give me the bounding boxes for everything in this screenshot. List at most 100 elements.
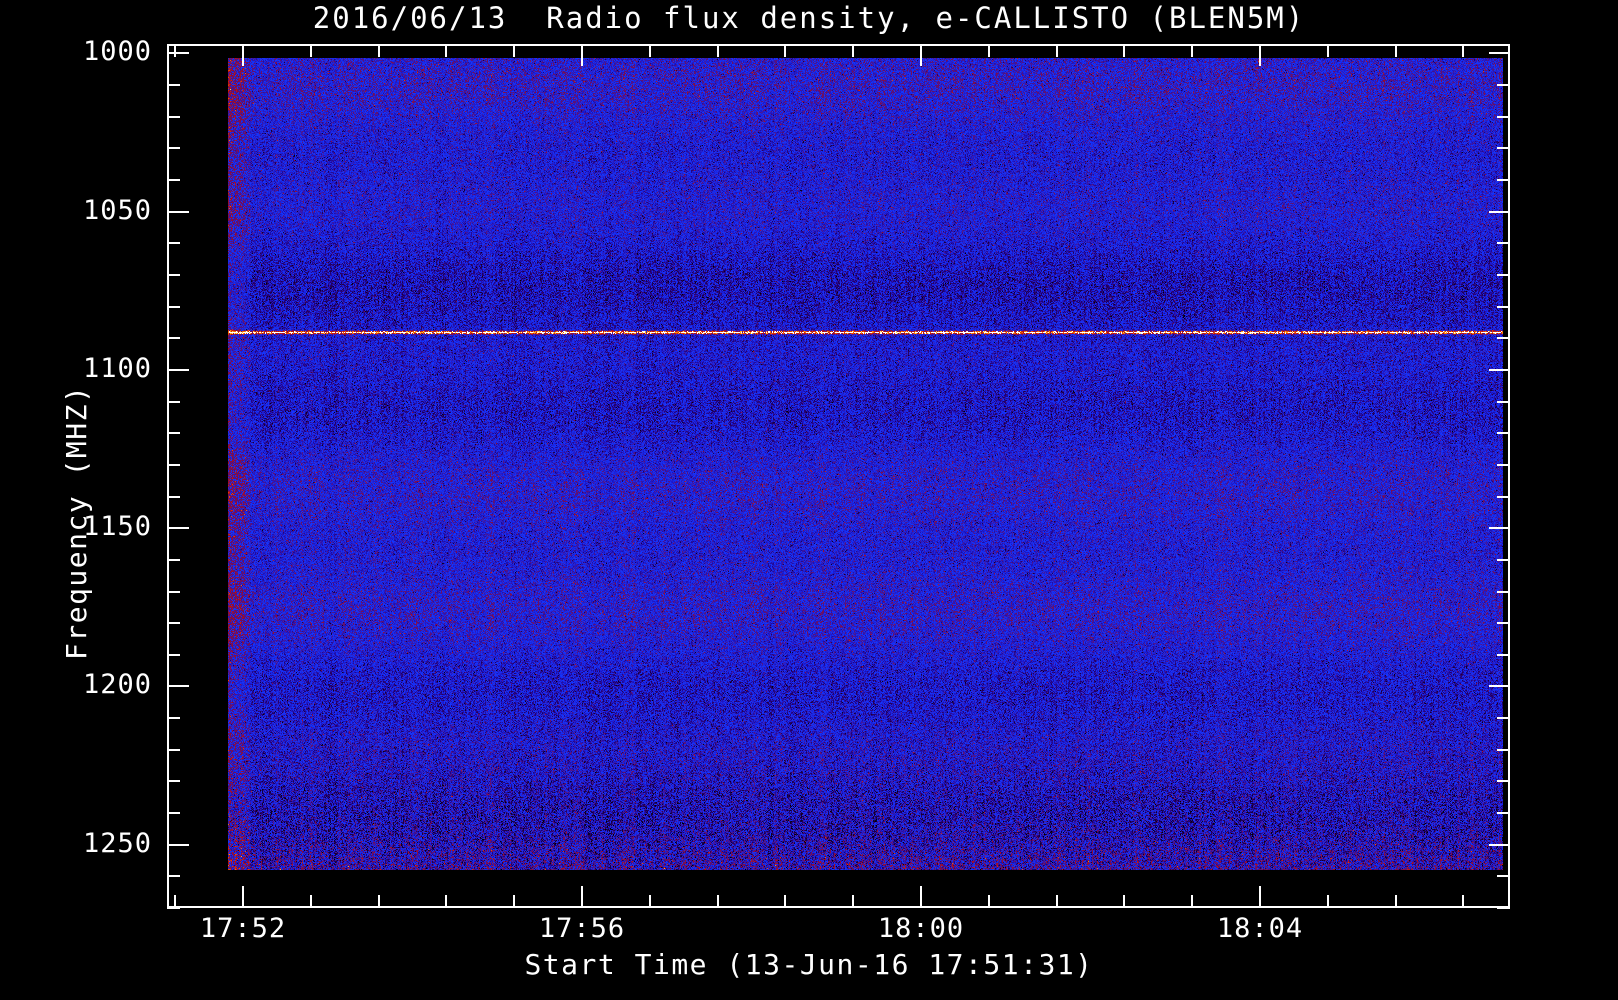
- y-major-tick: [167, 210, 189, 213]
- x-minor-tick-top: [1462, 44, 1465, 57]
- y-minor-tick-right: [1497, 748, 1510, 751]
- y-minor-tick-right: [1497, 812, 1510, 815]
- x-minor-tick-top: [1123, 44, 1126, 57]
- y-minor-tick: [167, 590, 180, 593]
- x-minor-tick-top: [513, 44, 516, 57]
- y-minor-tick: [167, 337, 180, 340]
- x-minor-tick-top: [1326, 44, 1329, 57]
- x-minor-tick-top: [174, 44, 177, 57]
- y-minor-tick: [167, 305, 180, 308]
- y-minor-tick: [167, 812, 180, 815]
- x-minor-tick: [1191, 895, 1194, 908]
- x-minor-tick-top: [648, 44, 651, 57]
- x-tick-label: 18:00: [877, 913, 965, 944]
- y-minor-tick-right: [1497, 558, 1510, 561]
- y-minor-tick-right: [1497, 432, 1510, 435]
- y-minor-tick: [167, 147, 180, 150]
- y-minor-tick: [167, 495, 180, 498]
- y-major-tick: [167, 843, 189, 846]
- y-minor-tick: [167, 717, 180, 720]
- y-minor-tick: [167, 558, 180, 561]
- x-major-tick: [1259, 886, 1261, 908]
- x-major-tick-top: [581, 44, 583, 66]
- y-minor-tick: [167, 748, 180, 751]
- x-tick-label: 17:56: [538, 913, 626, 944]
- y-minor-tick-right: [1497, 590, 1510, 593]
- y-major-tick-right: [1489, 527, 1510, 530]
- x-minor-tick: [513, 895, 516, 908]
- y-major-tick-right: [1489, 210, 1510, 213]
- y-minor-tick-right: [1497, 400, 1510, 403]
- x-minor-tick: [309, 895, 312, 908]
- y-minor-tick-right: [1497, 495, 1510, 498]
- x-minor-tick: [784, 895, 787, 908]
- x-major-tick: [242, 886, 244, 908]
- y-major-tick: [167, 685, 189, 688]
- page-title: 2016/06/13 Radio flux density, e-CALLIST…: [312, 1, 1306, 35]
- y-minor-tick-right: [1497, 305, 1510, 308]
- y-major-tick-right: [1489, 368, 1510, 371]
- y-minor-tick-right: [1497, 147, 1510, 150]
- y-minor-tick: [167, 242, 180, 245]
- y-axis-title: Frequency (MHZ): [60, 384, 93, 660]
- y-minor-tick-right: [1497, 179, 1510, 182]
- x-minor-tick: [1123, 895, 1126, 908]
- y-minor-tick-right: [1497, 717, 1510, 720]
- x-minor-tick: [377, 895, 380, 908]
- x-major-tick-top: [920, 44, 922, 66]
- x-minor-tick: [852, 895, 855, 908]
- x-minor-tick: [1462, 895, 1465, 908]
- x-minor-tick-top: [852, 44, 855, 57]
- x-major-tick-top: [1259, 44, 1261, 66]
- x-minor-tick-top: [1394, 44, 1397, 57]
- y-minor-tick: [167, 780, 180, 783]
- x-minor-tick: [987, 895, 990, 908]
- y-tick-label: 1000: [82, 36, 152, 68]
- y-minor-tick: [167, 400, 180, 403]
- x-minor-tick: [716, 895, 719, 908]
- y-major-tick: [167, 368, 189, 371]
- y-minor-tick: [167, 274, 180, 277]
- x-minor-tick-top: [784, 44, 787, 57]
- y-tick-label: 1150: [82, 511, 152, 543]
- x-minor-tick: [1394, 895, 1397, 908]
- x-minor-tick-top: [1055, 44, 1058, 57]
- y-tick-label: 1100: [82, 352, 152, 384]
- x-minor-tick-top: [716, 44, 719, 57]
- x-tick-label: 18:04: [1216, 913, 1304, 944]
- y-minor-tick-right: [1497, 780, 1510, 783]
- y-minor-tick-right: [1497, 463, 1510, 466]
- x-axis-title: Start Time (13-Jun-16 17:51:31): [524, 948, 1094, 981]
- y-minor-tick-right: [1497, 274, 1510, 277]
- y-minor-tick-right: [1497, 907, 1510, 909]
- x-minor-tick-top: [987, 44, 990, 57]
- y-minor-tick-right: [1497, 115, 1510, 118]
- y-minor-tick: [167, 653, 180, 656]
- y-minor-tick: [167, 463, 180, 466]
- y-minor-tick-right: [1497, 653, 1510, 656]
- x-minor-tick-top: [1191, 44, 1194, 57]
- y-minor-tick: [167, 84, 180, 87]
- x-minor-tick-top: [377, 44, 380, 57]
- y-minor-tick: [167, 432, 180, 435]
- x-minor-tick: [1326, 895, 1329, 908]
- y-minor-tick: [167, 115, 180, 118]
- x-minor-tick-top: [445, 44, 448, 57]
- y-major-tick: [167, 527, 189, 530]
- x-minor-tick: [445, 895, 448, 908]
- y-tick-label: 1050: [82, 194, 152, 226]
- y-minor-tick: [167, 622, 180, 625]
- y-minor-tick-right: [1497, 84, 1510, 87]
- spectrogram-image: [228, 58, 1503, 870]
- y-major-tick-right: [1489, 52, 1510, 55]
- y-tick-label: 1250: [82, 827, 152, 859]
- x-minor-tick: [648, 895, 651, 908]
- x-minor-tick-top: [309, 44, 312, 57]
- y-minor-tick-right: [1497, 622, 1510, 625]
- x-minor-tick: [1055, 895, 1058, 908]
- y-major-tick-right: [1489, 843, 1510, 846]
- y-minor-tick-right: [1497, 875, 1510, 878]
- plot-frame: [167, 44, 1510, 908]
- y-minor-tick: [167, 907, 180, 909]
